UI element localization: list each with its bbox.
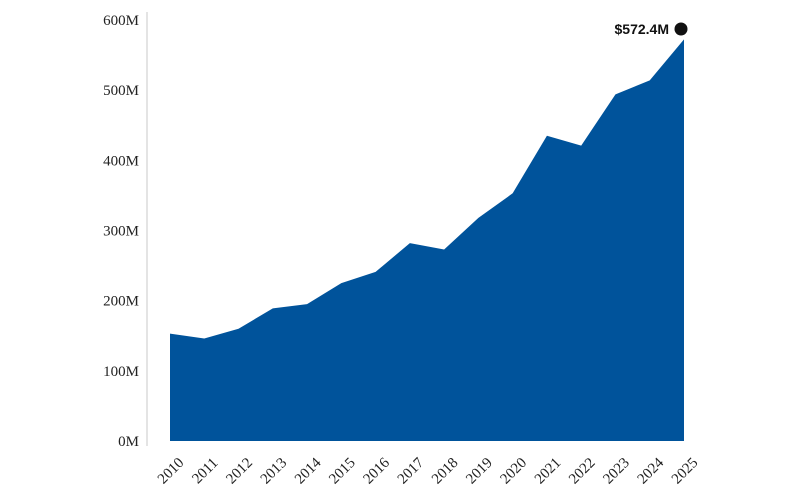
x-tick-label: 2012	[223, 455, 256, 488]
y-tick-label: 0M	[118, 434, 139, 450]
y-tick-label: 200M	[103, 294, 139, 310]
y-tick-label: 400M	[103, 153, 139, 169]
x-tick-label: 2011	[189, 455, 221, 487]
x-tick-label: 2019	[463, 455, 496, 488]
x-tick-label: 2024	[635, 455, 668, 488]
x-tick-label: 2025	[669, 455, 702, 488]
x-tick-label: 2020	[498, 455, 531, 488]
x-tick-label: 2014	[292, 455, 325, 488]
x-tick-label: 2018	[429, 455, 462, 488]
end-marker-dot	[674, 22, 688, 36]
x-tick-label: 2010	[155, 455, 188, 488]
area-series	[170, 39, 684, 442]
x-tick-label: 2013	[258, 455, 291, 488]
x-tick-label: 2023	[600, 455, 633, 488]
y-tick-label: 600M	[103, 13, 139, 29]
y-tick-label: 100M	[103, 364, 139, 380]
x-tick-label: 2017	[395, 455, 428, 488]
x-tick-label: 2021	[532, 455, 565, 488]
x-tick-label: 2016	[361, 455, 394, 488]
y-tick-label: 500M	[103, 83, 139, 99]
x-tick-label: 2022	[566, 455, 599, 488]
end-value-label: $572.4M	[615, 21, 669, 37]
x-tick-label: 2015	[326, 455, 359, 488]
y-tick-label: 300M	[103, 224, 139, 240]
